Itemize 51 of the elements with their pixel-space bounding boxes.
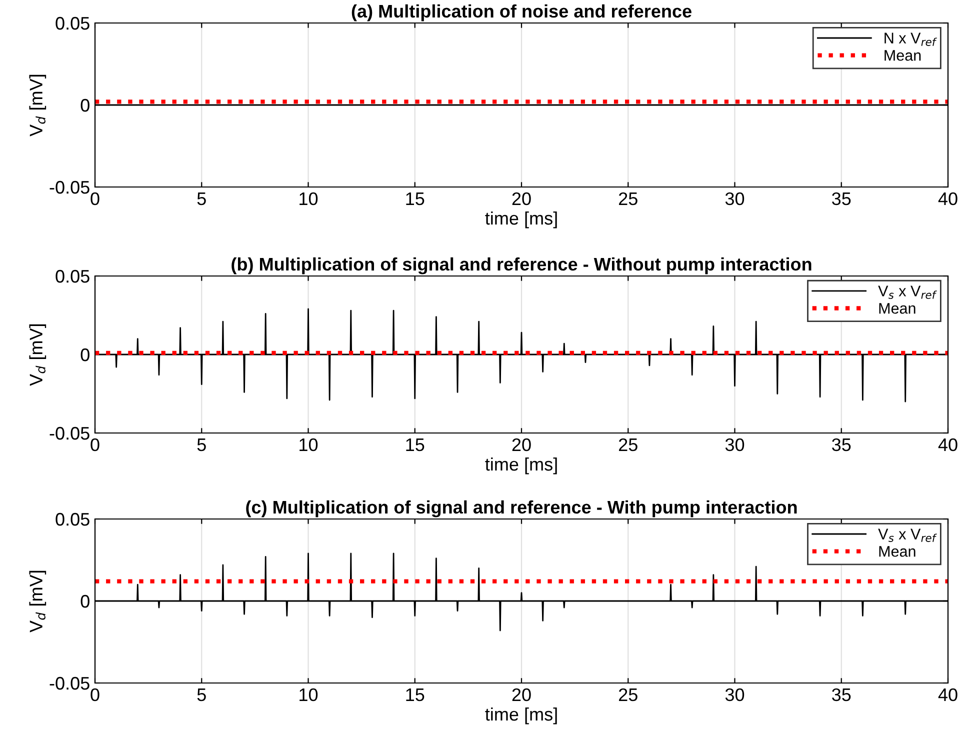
x-tick-label: 35: [832, 688, 851, 702]
y-tick-label: 0: [80, 348, 90, 362]
x-tick-label: 35: [832, 192, 851, 206]
x-axis-title: time [ms]: [485, 457, 557, 474]
x-tick-label: 30: [725, 688, 744, 702]
chart-title: (b) Multiplication of signal and reference - Without pump interaction: [232, 257, 812, 274]
x-tick-label: 5: [197, 438, 206, 452]
y-tick-label: -0.05: [50, 676, 90, 690]
x-tick-label: 0: [90, 438, 100, 452]
x-tick-label: 10: [300, 438, 318, 452]
y-tick-label: 0.05: [56, 270, 90, 283]
legend-label: Mean: [879, 303, 916, 314]
chart-title: (c) Multiplication of signal and reference - With pump interaction: [246, 500, 797, 518]
y-tick-label: -0.05: [50, 180, 90, 194]
y-tick-label: 0: [80, 594, 90, 608]
y-axis-title: V$_{d}$ [mV]: [29, 324, 46, 386]
x-tick-label: 35: [832, 438, 851, 452]
x-tick-label: 40: [938, 192, 958, 206]
y-tick-label: 0: [80, 98, 90, 112]
legend-label: V$_{s}$ x V$_{ref}$: [878, 528, 937, 542]
legend-label: Mean: [884, 50, 921, 61]
y-tick-label: -0.05: [50, 426, 90, 440]
x-tick-label: 40: [938, 688, 958, 702]
x-axis-title: time [ms]: [485, 211, 557, 228]
x-tick-label: 20: [512, 438, 531, 452]
x-tick-label: 15: [406, 688, 424, 702]
x-tick-label: 15: [406, 192, 424, 206]
x-tick-label: 20: [512, 688, 531, 702]
x-tick-label: 10: [300, 192, 318, 206]
x-tick-label: 0: [90, 688, 100, 702]
y-axis-title: V$_{d}$ [mV]: [29, 74, 46, 136]
x-tick-label: 20: [512, 192, 531, 206]
x-tick-label: 25: [618, 192, 638, 206]
x-tick-label: 25: [618, 438, 638, 452]
chart-title: (a) Multiplication of noise and reference: [352, 4, 692, 22]
x-tick-label: 5: [197, 688, 206, 702]
x-axis-title: time [ms]: [485, 707, 557, 724]
x-tick-label: 25: [618, 688, 638, 702]
x-tick-label: 40: [938, 438, 958, 452]
x-tick-label: 10: [300, 688, 318, 702]
x-tick-label: 5: [197, 192, 206, 206]
legend-label: N x V$_{ref}$: [884, 32, 937, 46]
y-axis-title: V$_{d}$ [mV]: [29, 570, 46, 632]
y-tick-label: 0.05: [56, 16, 90, 30]
legend-label: Mean: [879, 546, 916, 557]
x-tick-label: 15: [406, 438, 424, 452]
y-tick-label: 0.05: [56, 512, 90, 526]
legend-label: V$_{s}$ x V$_{ref}$: [878, 286, 937, 299]
x-tick-label: 30: [725, 438, 744, 452]
x-tick-label: 30: [725, 192, 744, 206]
x-tick-label: 0: [90, 192, 100, 206]
